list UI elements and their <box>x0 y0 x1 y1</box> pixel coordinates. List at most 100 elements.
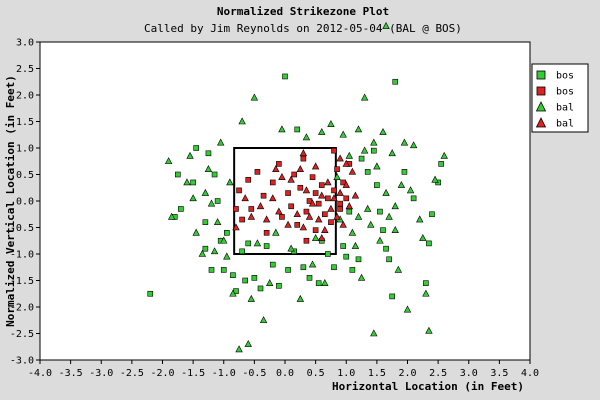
data-point-square <box>245 240 252 247</box>
data-point-square <box>389 293 395 300</box>
data-point-square <box>193 145 199 151</box>
y-tick-label: -3.0 <box>10 356 34 367</box>
data-point-square <box>205 150 212 157</box>
y-axis-label: Normalized Vertical Location (in Feet) <box>4 75 17 327</box>
data-point-square <box>269 179 276 186</box>
plot-area <box>39 41 531 361</box>
watermark: BrooksBaseball.net <box>369 340 522 356</box>
data-point-triangle <box>339 130 347 138</box>
x-tick-label: -3.0 <box>89 368 113 379</box>
data-point-triangle <box>198 249 207 257</box>
data-point-square <box>383 245 389 252</box>
data-point-triangle <box>330 194 338 202</box>
data-point-square <box>346 208 353 215</box>
data-point-triangle <box>373 162 381 170</box>
data-point-square <box>386 256 392 263</box>
data-point-triangle <box>299 223 308 231</box>
data-point-square <box>294 126 301 133</box>
data-point-square <box>190 179 196 186</box>
data-point-triangle <box>216 138 225 146</box>
data-point-triangle <box>223 252 231 260</box>
x-tick-label: -0.5 <box>242 368 266 379</box>
data-point-triangle <box>207 199 216 207</box>
data-point-square <box>251 275 258 281</box>
data-point-triangle <box>167 212 176 220</box>
data-point-square <box>374 182 380 188</box>
data-point-triangle <box>241 194 249 202</box>
data-point-triangle <box>339 220 347 228</box>
data-point-square <box>285 267 291 273</box>
data-point-triangle <box>201 188 210 196</box>
data-point-triangle <box>247 294 256 302</box>
data-point-square <box>245 177 252 183</box>
y-tick-label: 2.0 <box>16 91 34 102</box>
data-point-triangle <box>351 241 360 249</box>
data-point-square <box>331 147 337 154</box>
data-point-square <box>315 200 322 207</box>
x-tick-label: 1.0 <box>337 368 355 379</box>
data-point-triangle <box>367 220 375 228</box>
data-point-triangle <box>226 178 234 186</box>
data-point-square <box>263 243 270 249</box>
data-point-square <box>349 267 356 273</box>
data-point-triangle <box>327 120 335 127</box>
data-point-triangle <box>357 273 366 281</box>
data-point-square <box>214 198 221 204</box>
legend-label: bos <box>556 87 574 98</box>
x-tick-label: -1.5 <box>181 368 205 379</box>
data-point-triangle <box>302 186 311 194</box>
data-point-triangle <box>345 151 354 159</box>
data-point-triangle <box>278 173 286 180</box>
data-point-square <box>300 155 307 162</box>
y-tick-label: 2.5 <box>16 64 34 75</box>
data-point-square <box>340 243 346 249</box>
data-point-triangle <box>354 212 363 220</box>
data-point-square <box>364 169 371 175</box>
data-point-triangle <box>370 138 378 146</box>
data-point-triangle <box>192 228 200 236</box>
data-point-triangle <box>299 149 308 157</box>
data-point-triangle <box>311 233 320 241</box>
data-point-triangle <box>204 165 213 172</box>
data-point-triangle <box>265 279 274 286</box>
data-point-triangle <box>321 279 329 286</box>
data-point-triangle <box>336 188 344 196</box>
data-point-triangle <box>422 289 430 297</box>
legend-label: bal <box>556 119 574 130</box>
legend: bos bos bal bal <box>531 63 589 133</box>
data-point-triangle <box>342 159 350 167</box>
data-point-triangle <box>385 212 393 220</box>
data-point-square <box>410 195 417 202</box>
data-point-triangle <box>333 173 341 180</box>
data-point-triangle <box>376 236 384 244</box>
axis-ticks: -4.0 -3.5 -3.0 -2.5 -2.0 -1.5 -1.0 -0.5 0.0 0.5 1.… <box>10 38 539 380</box>
data-point-square <box>230 272 236 279</box>
y-tick-label: 0.0 <box>16 197 34 208</box>
data-point-triangle <box>311 162 320 170</box>
data-point-triangle <box>229 289 237 297</box>
data-point-triangle <box>354 125 363 133</box>
data-point-square <box>309 174 316 180</box>
data-point-triangle <box>183 178 191 186</box>
x-tick-label: 0.5 <box>307 368 325 379</box>
legend-label: bos <box>556 71 574 82</box>
data-point-triangle <box>324 178 332 186</box>
data-point-triangle <box>391 226 399 233</box>
y-tick-label: -1.0 <box>10 250 34 261</box>
data-point-square <box>331 187 337 194</box>
data-point-triangle <box>278 125 286 133</box>
data-point-triangle <box>308 260 317 268</box>
data-point-square <box>276 161 282 167</box>
data-point-triangle <box>360 93 369 101</box>
legend-marker-square <box>536 70 546 80</box>
data-point-triangle <box>272 228 280 236</box>
data-point-square <box>377 208 383 215</box>
data-point-square <box>260 192 267 199</box>
data-point-square <box>297 184 304 191</box>
pitch-points <box>147 21 448 353</box>
x-tick-label: 4.0 <box>521 368 539 379</box>
data-point-triangle <box>250 93 259 101</box>
data-point-triangle <box>425 326 433 334</box>
data-point-triangle <box>305 212 314 220</box>
data-point-triangle <box>238 117 246 125</box>
